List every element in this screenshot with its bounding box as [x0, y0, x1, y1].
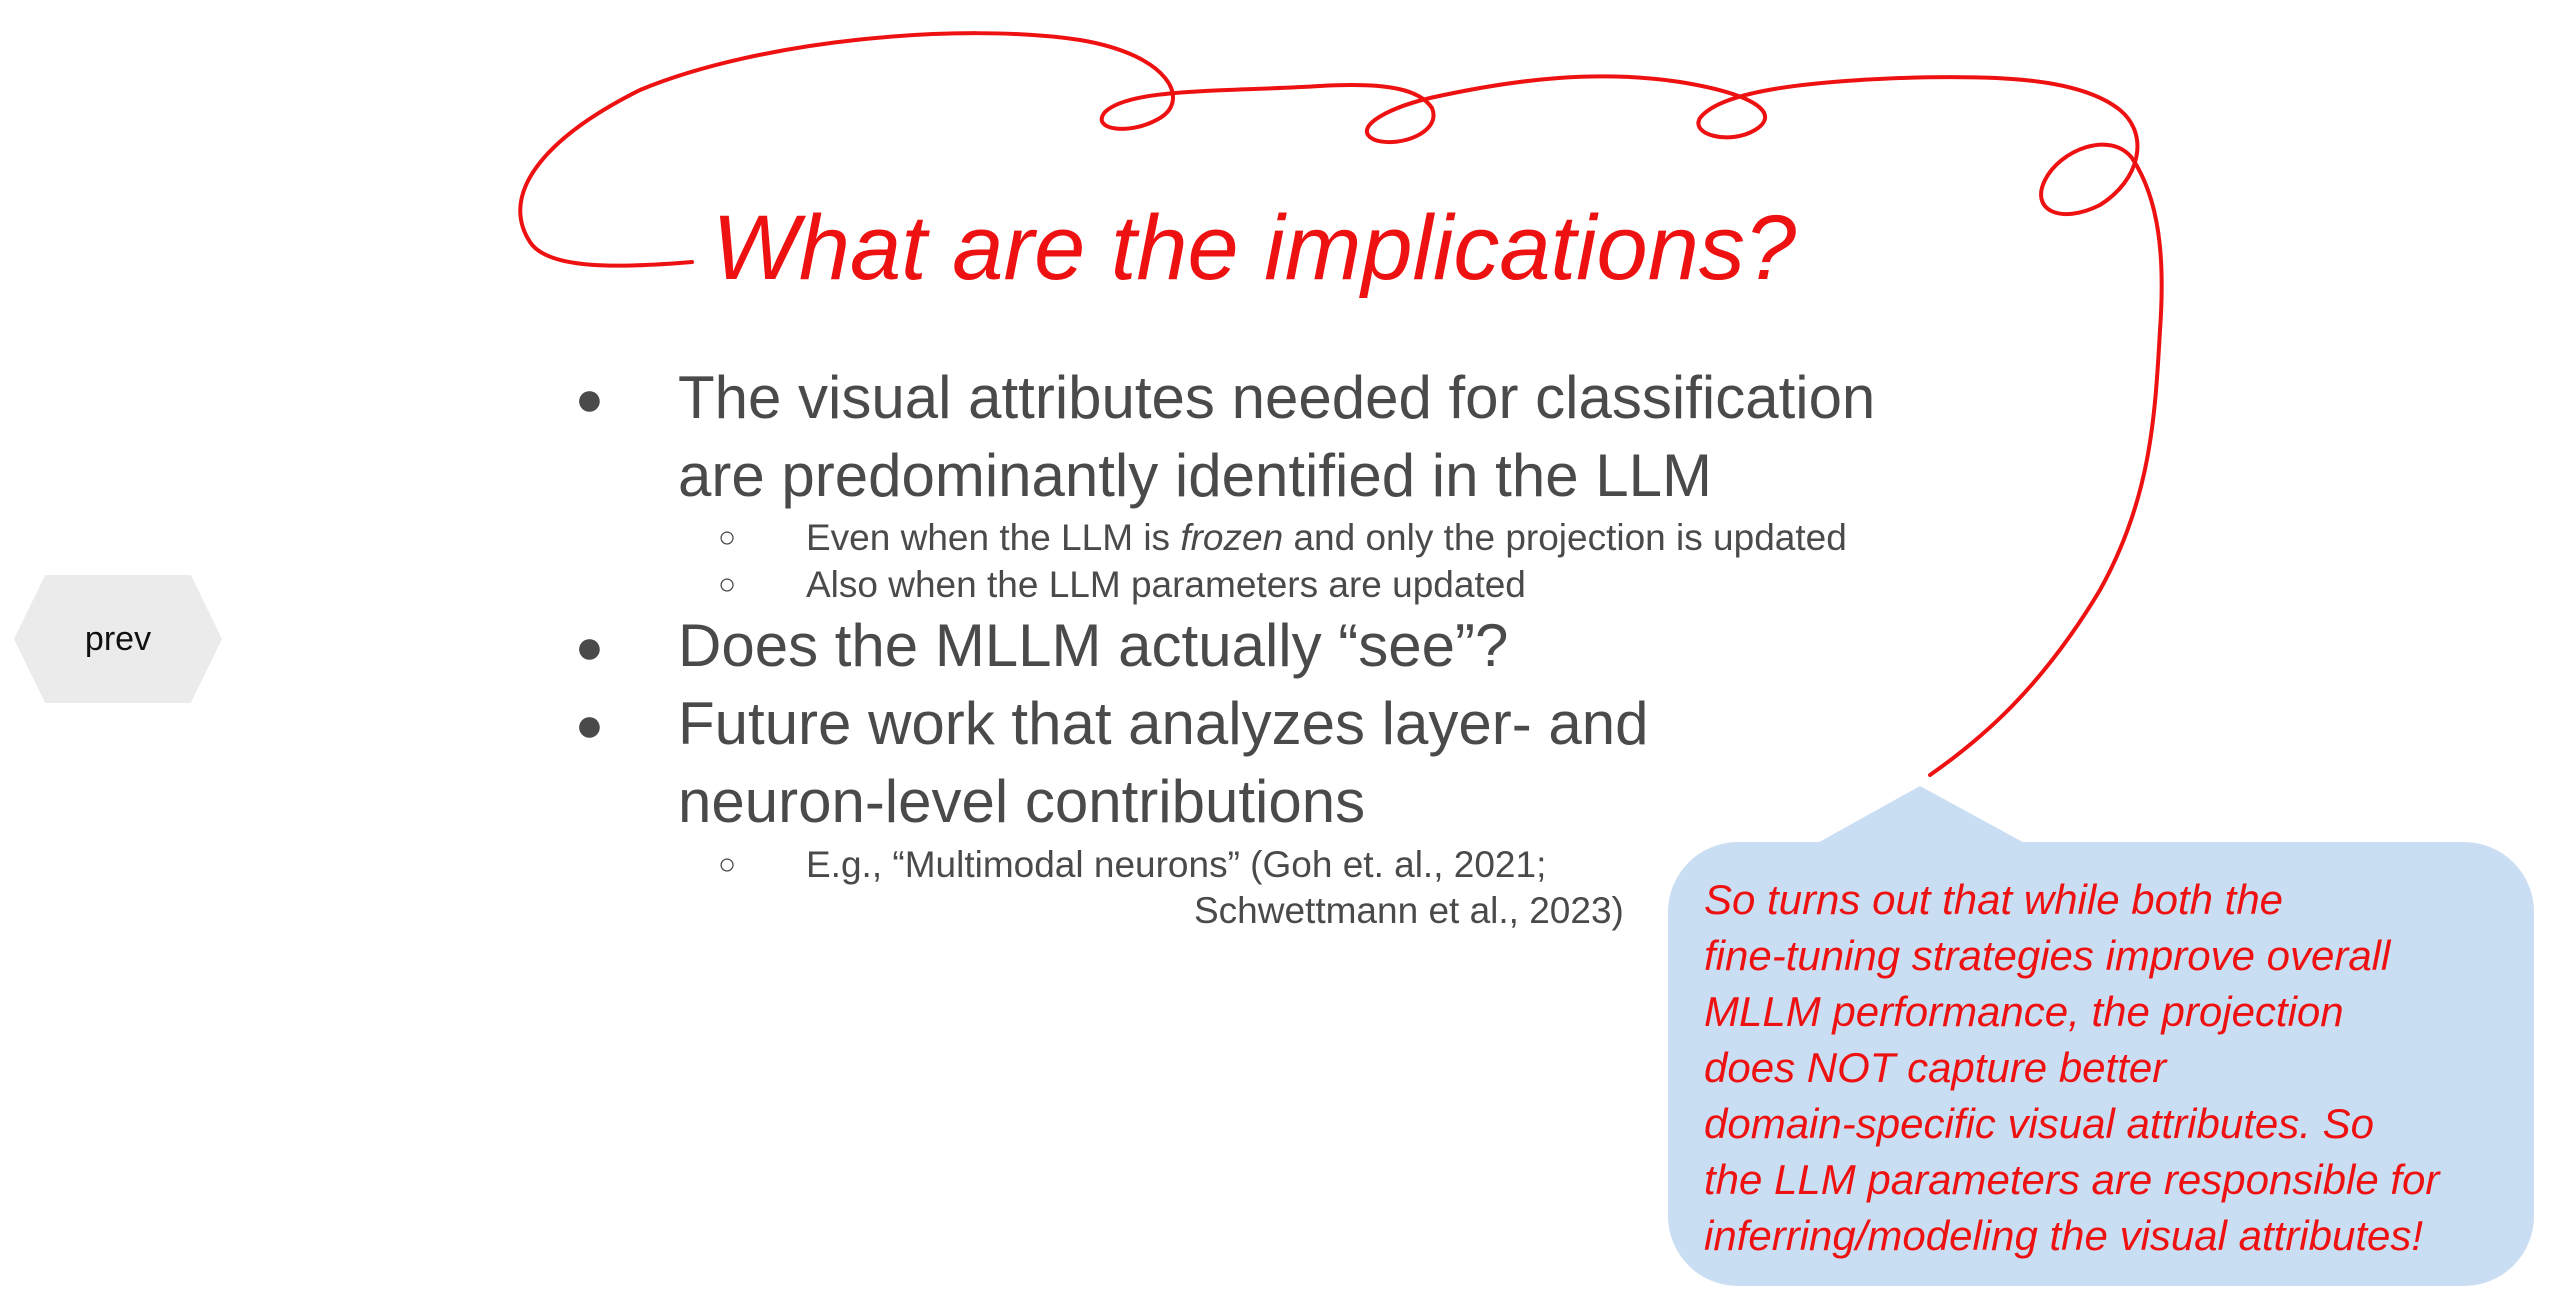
prev-button[interactable]: prev [14, 575, 222, 703]
bullet-item-1-line-1: The visual attributes needed for classif… [678, 364, 1876, 431]
sub-bullet-item-1-pre: Even when the LLM is [806, 517, 1181, 558]
sub-bullet-marker: ○ [718, 521, 737, 554]
sub-bullet-item-3-line-1: E.g., “Multimodal neurons” (Goh et. al.,… [806, 844, 1547, 885]
bullet-marker: ● [575, 699, 604, 752]
sub-bullet-marker: ○ [718, 848, 737, 881]
bullet-item-1-line-2: are predominantly identified in the LLM [678, 442, 1712, 509]
speech-callout: So turns out that while both the fine-tu… [1668, 842, 2534, 1286]
sub-bullet-item-1-post: and only the projection is updated [1283, 517, 1847, 558]
bullet-item-3-line-1: Future work that analyzes layer- and [678, 690, 1649, 757]
slide-title: What are the implications? [712, 197, 1797, 299]
callout-text: So turns out that while both the fine-tu… [1704, 876, 2440, 1259]
sub-bullet-marker: ○ [718, 568, 737, 601]
bullet-item-3-line-2: neuron-level contributions [678, 768, 1366, 835]
sub-bullet-item-2: Also when the LLM parameters are updated [806, 564, 1526, 605]
bullet-marker: ● [575, 621, 604, 674]
sub-bullet-item-1-emphasis: frozen [1180, 517, 1284, 558]
bullet-item-2-line-1: Does the MLLM actually “see”? [678, 612, 1509, 679]
bullet-marker: ● [575, 373, 604, 426]
sub-bullet-item-3-line-2: Schwettmann et al., 2023) [1194, 890, 1624, 931]
sub-bullet-item-1: Even when the LLM is frozen and only the… [806, 514, 1847, 562]
